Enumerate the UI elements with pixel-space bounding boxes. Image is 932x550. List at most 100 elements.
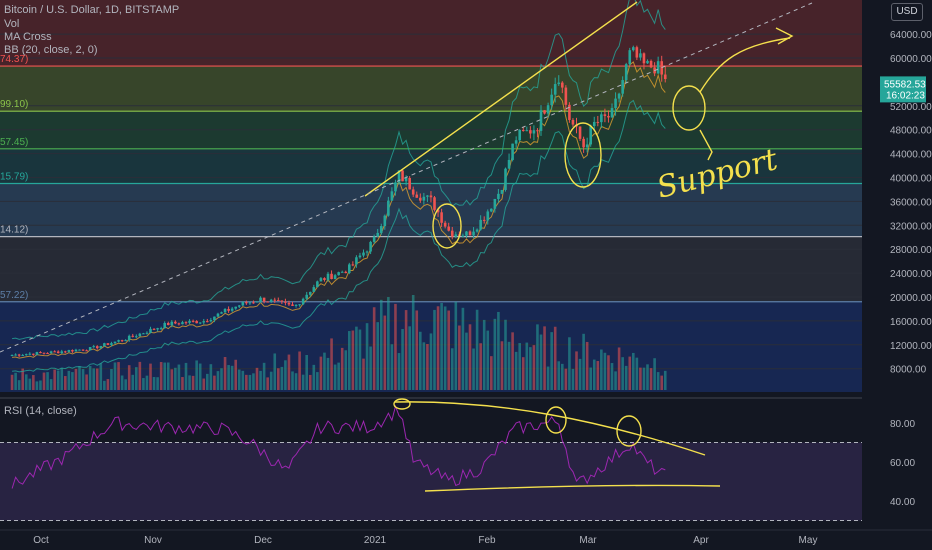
volume-bar bbox=[642, 367, 646, 390]
volume-bar bbox=[42, 372, 46, 390]
legend-vol[interactable]: Vol bbox=[4, 18, 20, 30]
candle-body bbox=[362, 252, 365, 256]
volume-bar bbox=[344, 350, 348, 390]
candle-body bbox=[135, 336, 138, 338]
candle-body bbox=[337, 272, 340, 276]
candle-body bbox=[188, 320, 191, 323]
price-tick-label: 32000.00 bbox=[890, 221, 932, 232]
candle-body bbox=[213, 316, 216, 320]
candle-body bbox=[507, 159, 511, 169]
volume-bar bbox=[514, 351, 518, 390]
candle-body bbox=[646, 60, 649, 64]
candle-body bbox=[103, 343, 106, 347]
volume-bar bbox=[639, 367, 642, 390]
candle-body bbox=[277, 300, 280, 302]
candle-body bbox=[564, 87, 568, 105]
candle-body bbox=[32, 353, 35, 355]
volume-bar bbox=[468, 324, 472, 390]
volume-bar bbox=[152, 377, 156, 390]
rsi-band-fill bbox=[0, 442, 862, 521]
candle-body bbox=[628, 50, 632, 65]
candle-body bbox=[568, 104, 571, 120]
volume-bar bbox=[632, 352, 635, 390]
circle-annotation bbox=[564, 122, 602, 188]
candle-body bbox=[120, 340, 124, 342]
volume-bar bbox=[198, 363, 202, 390]
candle-body bbox=[369, 241, 372, 252]
candle-body bbox=[198, 322, 202, 324]
volume-bar bbox=[88, 365, 92, 390]
candle-body bbox=[24, 354, 28, 356]
chart-title[interactable]: Bitcoin / U.S. Dollar, 1D, BITSTAMP bbox=[4, 4, 180, 16]
volume-bar bbox=[284, 360, 287, 390]
candle-body bbox=[230, 308, 234, 311]
candle-body bbox=[174, 321, 177, 324]
fibonacci-zones bbox=[0, 0, 862, 392]
volume-bar bbox=[504, 319, 507, 390]
price-tick-label: 8000.00 bbox=[890, 365, 927, 376]
legend-ma-cross[interactable]: MA Cross bbox=[4, 31, 52, 43]
fib-zone bbox=[0, 66, 862, 112]
volume-bar bbox=[170, 369, 174, 390]
candle-body bbox=[326, 273, 330, 280]
volume-bar bbox=[362, 358, 365, 390]
candle-body bbox=[663, 74, 667, 80]
volume-bar bbox=[376, 322, 380, 390]
candle-body bbox=[323, 278, 326, 280]
volume-bar bbox=[216, 371, 220, 390]
candle-body bbox=[624, 64, 628, 81]
candle-body bbox=[504, 168, 507, 190]
time-axis[interactable]: Oct Nov Dec 2021 Feb Mar Apr May bbox=[0, 529, 932, 546]
time-tick-label: Mar bbox=[579, 535, 597, 546]
volume-bar bbox=[511, 332, 514, 390]
volume-bar bbox=[617, 347, 621, 390]
candle-body bbox=[536, 130, 539, 132]
candle-body bbox=[394, 182, 397, 192]
candle-body bbox=[529, 130, 532, 134]
candle-body bbox=[500, 189, 504, 194]
candle-body bbox=[578, 126, 582, 139]
candle-body bbox=[138, 333, 142, 337]
volume-bar bbox=[578, 358, 582, 390]
volume-bar bbox=[24, 374, 28, 390]
candle-body bbox=[280, 300, 284, 302]
volume-bar bbox=[145, 375, 149, 390]
volume-bar bbox=[120, 375, 124, 390]
candle-body bbox=[610, 108, 614, 118]
volume-bar bbox=[142, 378, 145, 390]
price-tick-label: 44000.00 bbox=[890, 150, 932, 161]
price-axis[interactable]: 64000.00 60000.00 52000.00 48000.00 44000.00… bbox=[862, 0, 932, 550]
candle-body bbox=[383, 215, 387, 227]
candle-body bbox=[181, 322, 184, 325]
candle-body bbox=[358, 255, 362, 258]
volume-bar bbox=[95, 368, 99, 390]
candle-body bbox=[127, 335, 131, 341]
candle-body bbox=[401, 170, 404, 182]
currency-button[interactable]: USD bbox=[891, 3, 923, 21]
candle-body bbox=[656, 61, 660, 74]
volume-bar bbox=[550, 332, 553, 390]
volume-bar bbox=[99, 363, 103, 390]
candle-body bbox=[607, 115, 610, 118]
volume-bar bbox=[103, 380, 106, 390]
candle-body bbox=[550, 94, 553, 106]
fib-level-label: 99.10) bbox=[0, 99, 28, 110]
volume-bar bbox=[365, 323, 369, 390]
candle-body bbox=[486, 211, 490, 221]
volume-bar bbox=[348, 331, 351, 390]
legend-rsi[interactable]: RSI (14, close) bbox=[4, 405, 77, 417]
candle-body bbox=[117, 340, 120, 342]
volume-bar bbox=[248, 374, 252, 390]
rsi-panel bbox=[0, 397, 932, 521]
candle-body bbox=[113, 341, 117, 344]
candle-body bbox=[312, 287, 316, 292]
volume-bar bbox=[646, 364, 649, 390]
volume-bar bbox=[49, 379, 53, 390]
volume-bar bbox=[32, 375, 35, 390]
legend-bb[interactable]: BB (20, close, 2, 0) bbox=[4, 44, 98, 56]
candle-body bbox=[305, 294, 309, 299]
bollinger-bands bbox=[12, 0, 666, 373]
candle-body bbox=[21, 355, 25, 357]
candle-body bbox=[642, 53, 646, 64]
